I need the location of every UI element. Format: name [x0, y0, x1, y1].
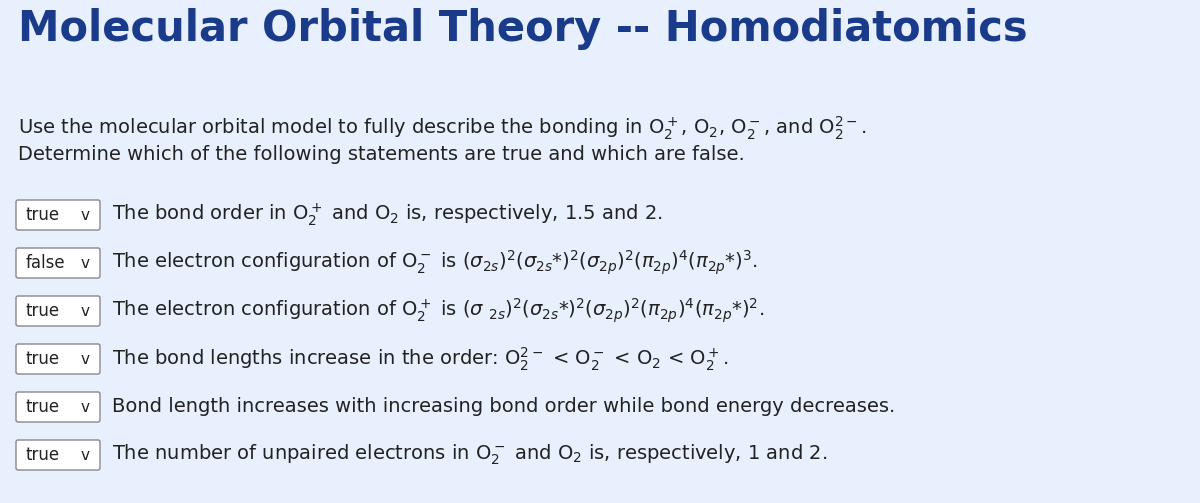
- Text: v: v: [82, 303, 90, 318]
- Text: false: false: [26, 254, 66, 272]
- FancyBboxPatch shape: [16, 344, 100, 374]
- FancyBboxPatch shape: [16, 440, 100, 470]
- Text: v: v: [82, 256, 90, 271]
- Text: Bond length increases with increasing bond order while bond energy decreases.: Bond length increases with increasing bo…: [112, 397, 895, 416]
- Text: v: v: [82, 399, 90, 414]
- Text: true: true: [26, 302, 60, 320]
- Text: The electron configuration of O$_2^+$ is ($\sigma$ $_{2s})^2$($\sigma_{2s}$*)$^2: The electron configuration of O$_2^+$ is…: [112, 297, 764, 325]
- Text: v: v: [82, 208, 90, 222]
- Text: v: v: [82, 352, 90, 367]
- Text: The number of unpaired electrons in O$_2^-$ and O$_2$ is, respectively, 1 and 2.: The number of unpaired electrons in O$_2…: [112, 443, 827, 467]
- FancyBboxPatch shape: [16, 200, 100, 230]
- Text: Use the molecular orbital model to fully describe the bonding in O$_2^+$, O$_2$,: Use the molecular orbital model to fully…: [18, 115, 866, 142]
- Text: true: true: [26, 398, 60, 416]
- Text: The bond lengths increase in the order: O$_2^{2-}$ < O$_2^-$ < O$_2$ < O$_2^+$.: The bond lengths increase in the order: …: [112, 345, 728, 373]
- FancyBboxPatch shape: [16, 392, 100, 422]
- Text: true: true: [26, 206, 60, 224]
- FancyBboxPatch shape: [16, 248, 100, 278]
- Text: Molecular Orbital Theory -- Homodiatomics: Molecular Orbital Theory -- Homodiatomic…: [18, 8, 1027, 50]
- Text: Determine which of the following statements are true and which are false.: Determine which of the following stateme…: [18, 145, 745, 164]
- Text: true: true: [26, 350, 60, 368]
- Text: The electron configuration of O$_2^-$ is ($\sigma_{2s})^2$($\sigma_{2s}$*)$^2$($: The electron configuration of O$_2^-$ is…: [112, 249, 758, 277]
- Text: true: true: [26, 446, 60, 464]
- FancyBboxPatch shape: [16, 296, 100, 326]
- Text: v: v: [82, 448, 90, 462]
- Text: The bond order in O$_2^+$ and O$_2$ is, respectively, 1.5 and 2.: The bond order in O$_2^+$ and O$_2$ is, …: [112, 202, 662, 228]
